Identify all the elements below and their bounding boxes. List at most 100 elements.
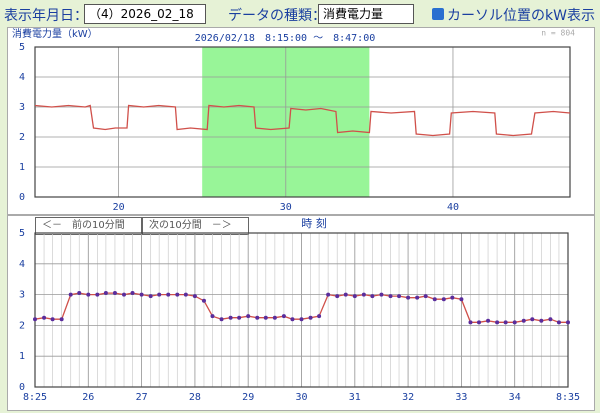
type-select[interactable]: 消費電力量 (318, 4, 414, 24)
point (370, 294, 375, 299)
point (175, 292, 180, 297)
point (201, 298, 206, 303)
point (130, 291, 135, 296)
point (148, 294, 153, 299)
point (566, 320, 570, 325)
point (459, 297, 464, 302)
y-tick-label: 2 (19, 320, 25, 331)
y-tick-label: 0 (19, 192, 25, 203)
point (539, 318, 544, 323)
y-tick-label: 5 (19, 228, 25, 239)
point (210, 314, 215, 319)
point (406, 295, 411, 300)
point (139, 292, 144, 297)
y-tick-label: 3 (19, 102, 25, 113)
x-tick-label: 33 (455, 392, 467, 403)
date-label: 表示年月日： (4, 8, 88, 24)
point (219, 317, 224, 322)
point (326, 292, 331, 297)
x-tick-label: 8:35 (556, 392, 580, 403)
point (530, 317, 535, 322)
point (388, 294, 393, 299)
x-tick-label: 30 (295, 392, 307, 403)
point (335, 294, 340, 299)
point (255, 315, 260, 320)
point (397, 294, 402, 299)
type-label: データの種類： (228, 8, 326, 24)
x-tick-label: 31 (349, 392, 361, 403)
point (50, 317, 55, 322)
x-axis-label: 時 刻 (301, 216, 327, 230)
y-tick-label: 4 (19, 72, 25, 83)
checkbox-label: カーソル位置のkW表示 (447, 8, 595, 24)
point (361, 292, 366, 297)
point (246, 314, 251, 319)
checkbox[interactable] (432, 8, 444, 20)
point (237, 315, 242, 320)
point (415, 295, 420, 300)
point (476, 320, 481, 325)
point (192, 294, 197, 299)
header: 表示年月日： （4）2026_02_18 データの種類： 消費電力量 カーソル位… (0, 0, 600, 28)
x-tick-label: 8:25 (23, 392, 47, 403)
y-tick-label: 1 (19, 162, 25, 173)
point (343, 292, 348, 297)
y-tick-label: 0 (19, 382, 25, 393)
point (548, 317, 553, 322)
point (77, 291, 82, 296)
plot-frame (34, 46, 571, 198)
point (157, 292, 162, 297)
y-tick-label: 5 (19, 42, 25, 53)
point (290, 317, 295, 322)
point (423, 294, 428, 299)
point (556, 320, 561, 325)
point (272, 315, 277, 320)
point (263, 315, 268, 320)
date-select[interactable]: （4）2026_02_18 (84, 4, 206, 24)
point (299, 317, 304, 322)
x-tick-label: 28 (189, 392, 201, 403)
x-tick-label: 27 (136, 392, 148, 403)
x-tick-label: 30 (280, 202, 292, 213)
chart-title: 消費電力量（kW） (12, 27, 98, 40)
y-tick-label: 1 (19, 351, 25, 362)
point (441, 297, 446, 302)
point (166, 292, 171, 297)
x-tick-label: 26 (82, 392, 94, 403)
next-button[interactable]: 次の10分間 －＞ (142, 217, 249, 235)
point (468, 320, 473, 325)
point (95, 292, 100, 297)
point (103, 291, 108, 296)
point (33, 317, 37, 322)
point (521, 318, 526, 323)
chart-subtitle: 2026/02/18 8:15:00 ～ 8:47:00 (195, 33, 376, 44)
x-tick-label: 34 (509, 392, 521, 403)
x-tick-label: 32 (402, 392, 414, 403)
point (432, 297, 437, 302)
point (59, 317, 64, 322)
point (317, 314, 322, 319)
point (228, 315, 233, 320)
point (450, 295, 455, 300)
point (503, 320, 508, 325)
plot-frame (34, 232, 569, 388)
x-tick-label: 40 (447, 202, 459, 213)
y-tick-label: 2 (19, 132, 25, 143)
point (379, 292, 384, 297)
point (495, 320, 500, 325)
point (68, 292, 73, 297)
x-tick-label: 20 (113, 202, 125, 213)
point (183, 292, 188, 297)
y-tick-label: 3 (19, 290, 25, 301)
point (42, 315, 47, 320)
point (112, 291, 117, 296)
y-tick-label: 4 (19, 259, 25, 270)
line (34, 104, 571, 137)
x-tick-label: 29 (242, 392, 254, 403)
point (486, 318, 491, 323)
point (281, 314, 286, 319)
note: n = 804 (541, 29, 575, 38)
point (122, 292, 127, 297)
